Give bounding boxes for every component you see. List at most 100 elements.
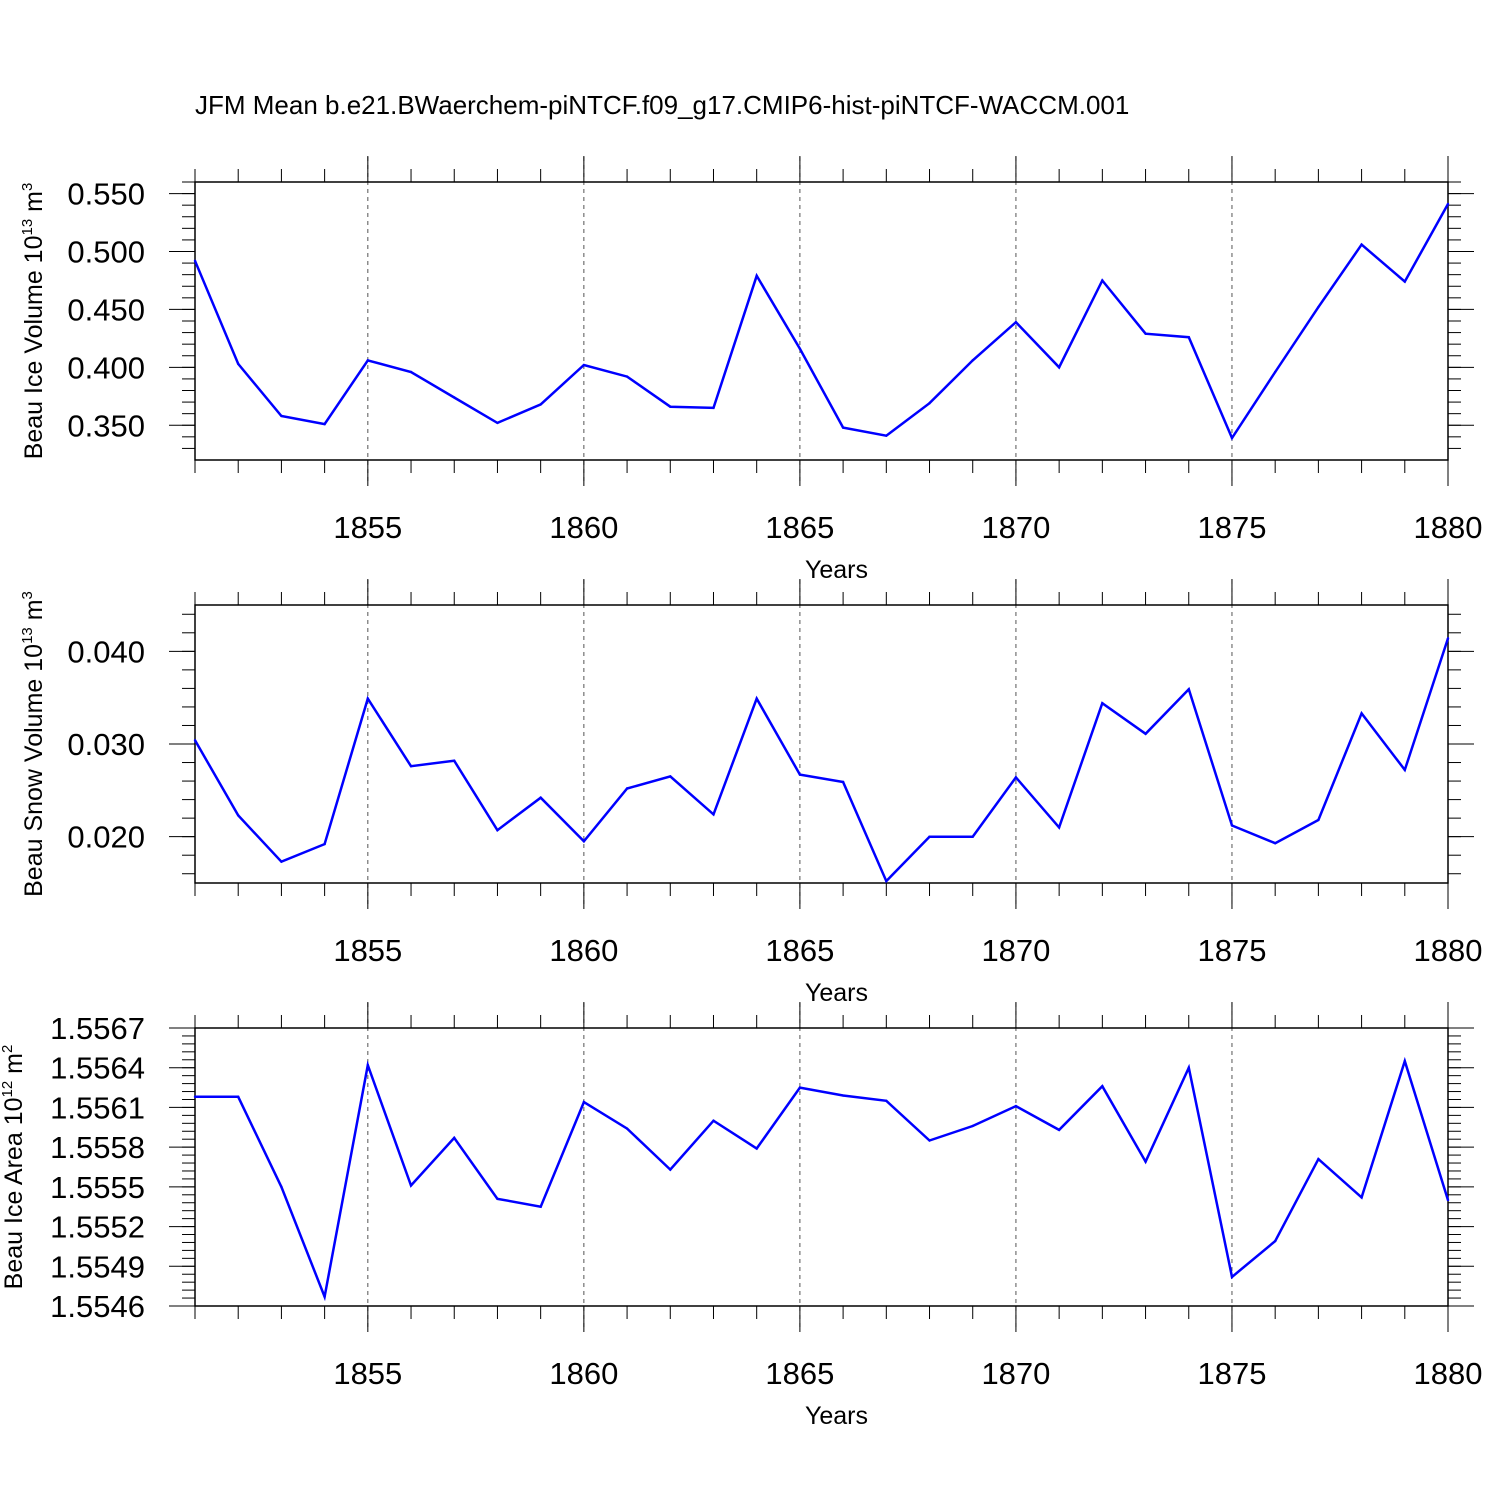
series-line-2 xyxy=(195,1056,1450,1302)
data-point-0-27 xyxy=(1360,243,1363,246)
x-tick-label-1-3: 1870 xyxy=(981,933,1050,968)
data-point-2-12 xyxy=(712,1119,715,1122)
y-tick-label-0-0: 0.350 xyxy=(67,408,145,443)
data-point-0-0 xyxy=(193,259,197,262)
x-tick-label-1-4: 1875 xyxy=(1197,933,1266,968)
data-point-2-15 xyxy=(841,1094,845,1097)
series-line-1 xyxy=(193,638,1450,884)
x-tick-label-2-2: 1865 xyxy=(765,1356,834,1391)
data-point-2-20 xyxy=(1057,1128,1061,1132)
y-tick-label-1-0: 0.020 xyxy=(67,820,145,855)
x-tick-label-0-2: 1865 xyxy=(765,510,834,545)
x-tick-label-2-5: 1880 xyxy=(1414,1356,1483,1391)
data-point-2-19 xyxy=(1014,1104,1018,1108)
data-point-0-8 xyxy=(539,403,542,406)
data-point-1-19 xyxy=(1014,776,1018,779)
x-tick-label-0-3: 1870 xyxy=(981,510,1050,545)
data-point-1-10 xyxy=(625,787,629,790)
y-tick-label-2-7: 1.5567 xyxy=(50,1011,145,1046)
y-tick-label-2-6: 1.5564 xyxy=(50,1051,145,1086)
data-point-2-2 xyxy=(280,1185,283,1189)
x-tick-label-0-1: 1860 xyxy=(549,510,618,545)
y-axis-label-part-1-0: Beau Snow Volume 10 xyxy=(20,644,48,897)
data-point-2-14 xyxy=(798,1086,802,1089)
data-point-2-3 xyxy=(323,1295,326,1298)
chart-title: JFM Mean b.e21.BWaerchem-piNTCF.f09_g17.… xyxy=(195,90,1130,120)
data-point-2-21 xyxy=(1101,1085,1104,1088)
data-point-0-29 xyxy=(1446,202,1450,206)
y-axis-label-part-2-3: 2 xyxy=(0,1045,16,1053)
y-axis-label-part-1-1: 13 xyxy=(19,627,36,644)
y-axis-label-part-0-0: Beau Ice Volume 10 xyxy=(20,236,48,460)
y-axis-label-0: Beau Ice Volume 1013 m3 xyxy=(19,183,48,460)
data-point-1-26 xyxy=(1317,818,1320,822)
x-tick-label-0-5: 1880 xyxy=(1414,510,1483,545)
y-tick-label-2-3: 1.5555 xyxy=(50,1170,145,1205)
data-point-2-16 xyxy=(885,1099,888,1103)
data-point-0-22 xyxy=(1144,332,1147,335)
data-point-2-27 xyxy=(1360,1196,1363,1199)
data-point-1-9 xyxy=(582,840,586,843)
plot-frame-2 xyxy=(194,1027,1449,1307)
data-point-1-17 xyxy=(928,835,931,838)
data-point-0-24 xyxy=(1230,436,1234,440)
data-point-0-2 xyxy=(280,414,283,418)
data-point-0-11 xyxy=(669,405,672,408)
data-point-0-23 xyxy=(1187,336,1190,339)
data-point-2-10 xyxy=(625,1127,629,1130)
y-tick-label-2-4: 1.5558 xyxy=(50,1130,145,1165)
data-point-1-24 xyxy=(1230,824,1234,827)
data-point-1-4 xyxy=(366,697,370,700)
y-tick-label-1-1: 0.030 xyxy=(67,727,145,762)
data-point-1-8 xyxy=(539,796,542,799)
y-tick-label-2-5: 1.5561 xyxy=(50,1090,145,1125)
data-point-2-25 xyxy=(1273,1239,1277,1243)
data-point-2-5 xyxy=(409,1184,413,1187)
data-point-0-7 xyxy=(496,421,499,425)
y-tick-label-2-0: 1.5546 xyxy=(50,1289,145,1324)
data-point-0-3 xyxy=(323,422,326,426)
x-tick-label-1-0: 1855 xyxy=(333,933,402,968)
x-tick-label-1-1: 1860 xyxy=(549,933,618,968)
data-point-1-25 xyxy=(1273,841,1277,845)
data-point-2-4 xyxy=(366,1063,370,1067)
y-axis-label-part-0-2: m xyxy=(20,191,48,219)
data-point-2-24 xyxy=(1230,1275,1234,1279)
x-tick-label-0-0: 1855 xyxy=(333,510,402,545)
y-tick-label-0-4: 0.550 xyxy=(67,177,145,212)
data-point-0-12 xyxy=(712,406,715,410)
x-axis-label-2: Years xyxy=(805,1402,868,1430)
series-line-0 xyxy=(193,203,1450,441)
data-point-0-4 xyxy=(366,359,370,362)
data-point-1-2 xyxy=(280,860,283,863)
data-point-2-29 xyxy=(1446,1198,1450,1202)
data-point-2-8 xyxy=(539,1205,542,1208)
data-point-1-13 xyxy=(755,697,758,700)
data-point-1-15 xyxy=(841,780,845,784)
data-point-1-21 xyxy=(1101,702,1104,705)
x-tick-label-0-4: 1875 xyxy=(1197,510,1266,545)
x-tick-label-2-4: 1875 xyxy=(1197,1356,1266,1391)
y-tick-label-0-1: 0.400 xyxy=(67,350,145,385)
data-point-2-7 xyxy=(496,1197,499,1200)
data-point-0-26 xyxy=(1317,305,1320,309)
y-tick-label-0-2: 0.450 xyxy=(67,292,145,327)
data-point-0-13 xyxy=(755,274,758,278)
data-point-0-15 xyxy=(841,426,845,429)
plot-frame-0 xyxy=(194,181,1449,461)
data-point-1-0 xyxy=(193,739,197,742)
data-point-2-22 xyxy=(1144,1160,1147,1163)
y-tick-label-2-2: 1.5552 xyxy=(50,1210,145,1245)
data-point-2-6 xyxy=(453,1136,456,1140)
data-point-1-18 xyxy=(971,835,974,838)
y-tick-label-0-3: 0.500 xyxy=(67,235,145,270)
data-point-0-1 xyxy=(237,362,240,366)
data-point-1-12 xyxy=(712,813,715,816)
y-axis-label-part-2-1: 12 xyxy=(0,1081,16,1098)
data-point-1-6 xyxy=(453,759,456,762)
data-point-0-20 xyxy=(1057,366,1061,369)
y-axis-label-2: Beau Ice Area 1012 m2 xyxy=(0,1045,28,1290)
data-point-1-28 xyxy=(1403,768,1406,772)
data-point-1-3 xyxy=(323,842,326,846)
